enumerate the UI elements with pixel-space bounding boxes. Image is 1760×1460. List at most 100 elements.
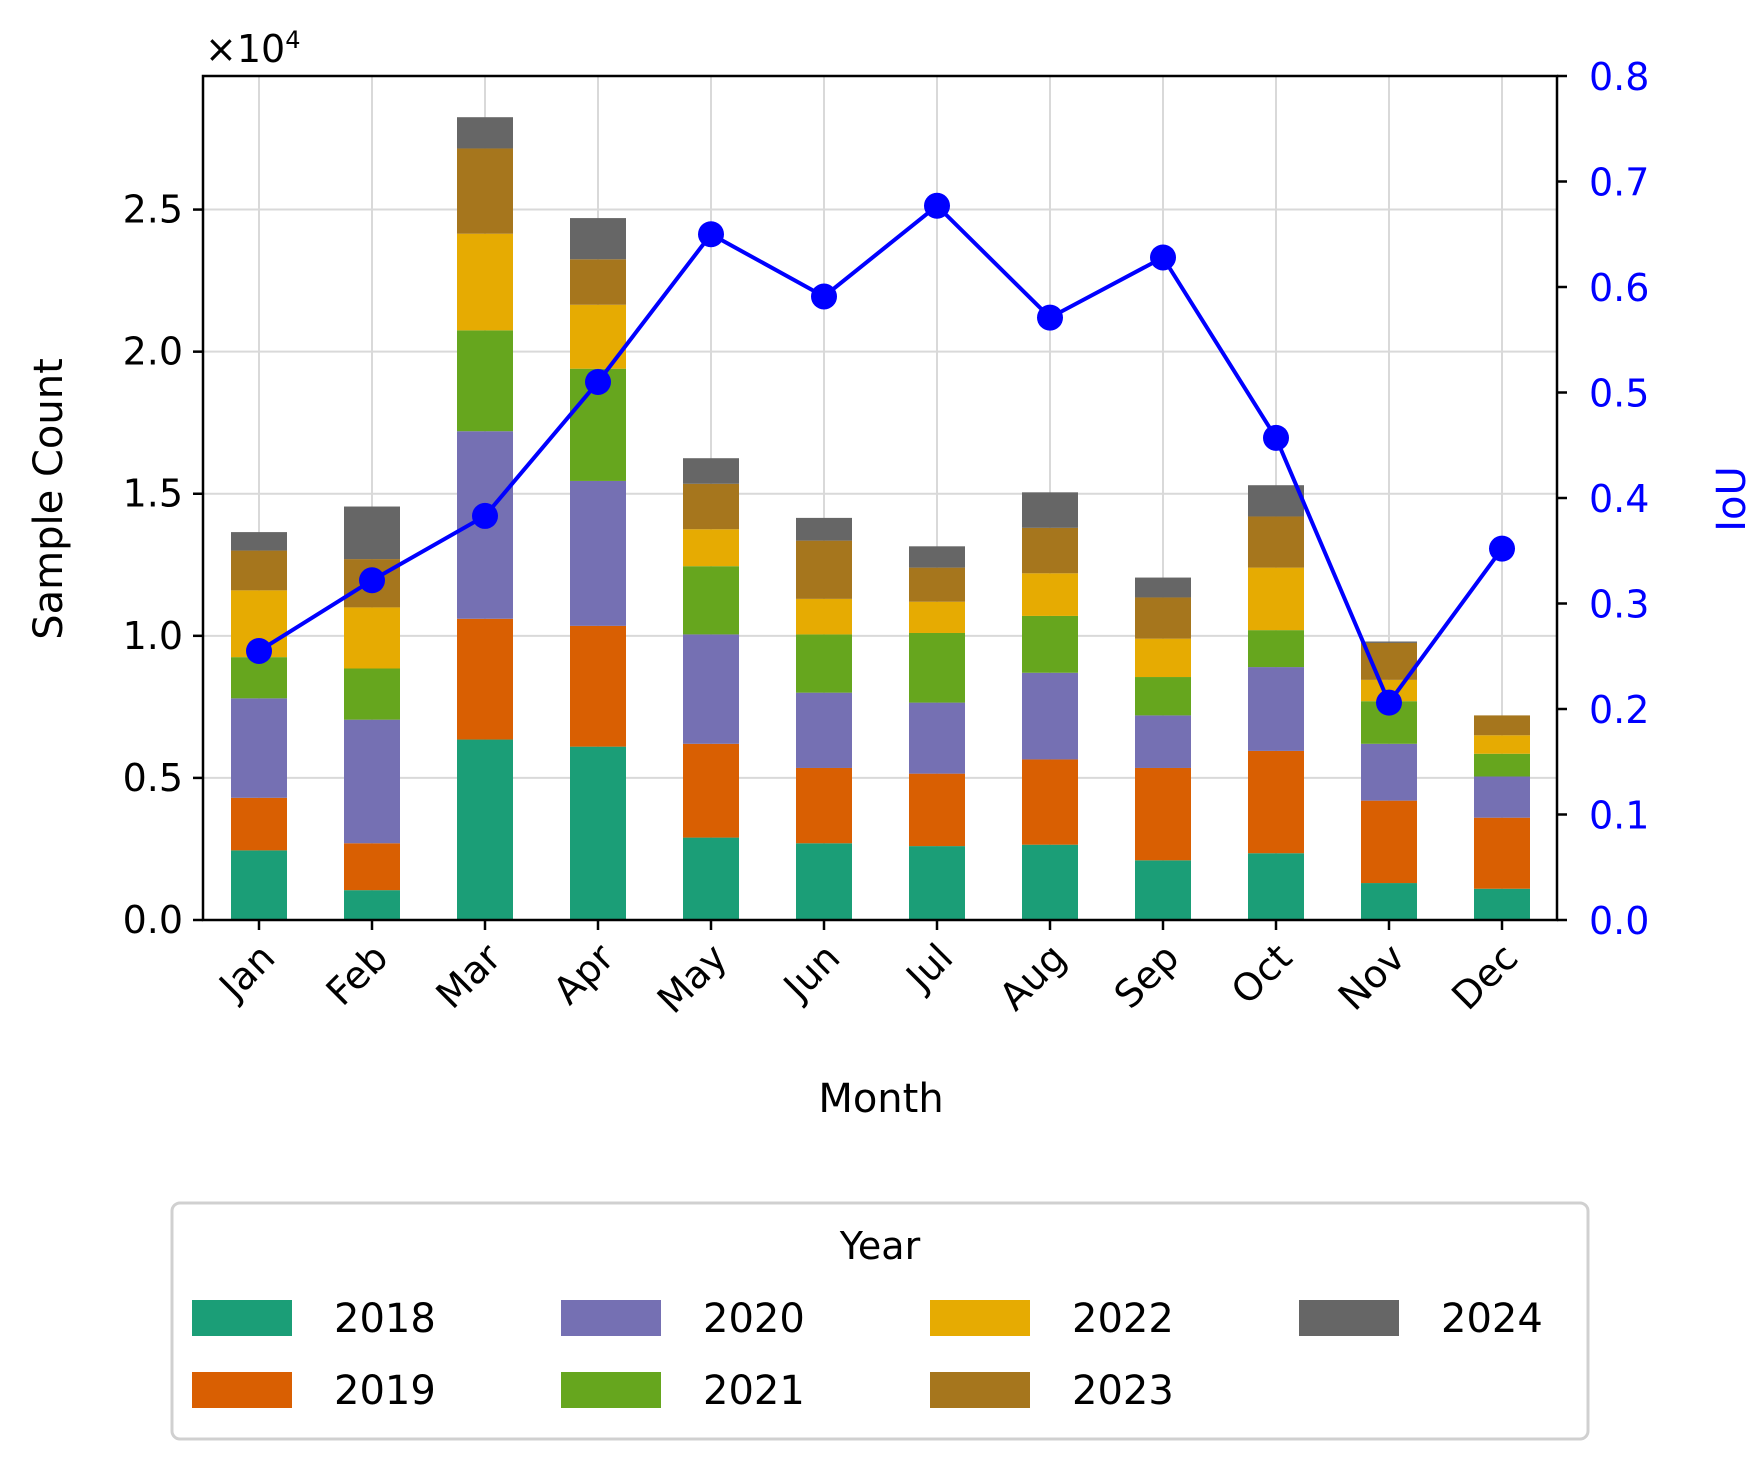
y2-tick-label: 0.2 (1589, 688, 1649, 732)
bar-2021-may (683, 566, 739, 635)
y-tick-label: 2.5 (123, 188, 183, 232)
bar-2022-feb (344, 607, 400, 669)
bar-2021-mar (457, 330, 513, 432)
x-tick-label-dec: Dec (1443, 935, 1526, 1018)
bar-2018-dec (1474, 888, 1530, 920)
bar-2020-dec (1474, 776, 1530, 818)
legend-swatch-2023 (930, 1372, 1030, 1408)
bar-2019-feb (344, 843, 400, 891)
bar-2024-feb (344, 506, 400, 560)
bar-2023-oct (1248, 516, 1304, 568)
bar-2024-sep (1135, 577, 1191, 598)
legend-items: 2018 2019 2020 2021 2022 2023 2024 (192, 1296, 1543, 1414)
y-tick-label: 1.5 (123, 472, 183, 516)
legend-swatch-2018 (192, 1300, 292, 1336)
axes (193, 74, 1567, 930)
iou-point-jun (811, 283, 837, 310)
legend-swatch-2022 (930, 1300, 1030, 1336)
bar-2022-sep (1135, 638, 1191, 678)
iou-line-series (246, 192, 1515, 716)
bar-2021-jan (231, 657, 287, 699)
bar-2020-jul (909, 702, 965, 774)
x-tick-label-jul: Jul (896, 935, 961, 1000)
bar-2018-jul (909, 846, 965, 920)
y-tick-label: 0.0 (123, 898, 183, 942)
x-tick-label-aug: Aug (991, 935, 1075, 1019)
x-tick-label-may: May (649, 935, 736, 1022)
bar-2024-mar (457, 117, 513, 149)
bar-2024-jan (231, 532, 287, 551)
x-tick-label-feb: Feb (318, 935, 397, 1014)
legend-swatch-2024 (1299, 1300, 1399, 1336)
bar-2021-sep (1135, 677, 1191, 716)
bar-2018-apr (570, 746, 626, 920)
bar-2019-aug (1022, 759, 1078, 845)
bar-2021-feb (344, 668, 400, 720)
x-tick-label-apr: Apr (545, 935, 623, 1013)
iou-point-aug (1037, 304, 1063, 331)
y-tick-label: 2.0 (123, 330, 183, 374)
iou-point-may (698, 221, 724, 248)
iou-line (257, 203, 1504, 707)
bar-2019-jul (909, 773, 965, 847)
bar-2019-nov (1361, 800, 1417, 884)
bar-2020-feb (344, 719, 400, 844)
legend-swatch-2020 (561, 1300, 661, 1336)
bar-2020-jun (796, 692, 852, 768)
x-tick-label-jun: Jun (774, 935, 849, 1010)
iou-point-nov (1376, 689, 1402, 716)
x-tick-label-oct: Oct (1223, 935, 1301, 1013)
bar-2021-dec (1474, 753, 1530, 777)
y2-tick-label: 0.3 (1589, 583, 1649, 627)
stacked-bars (231, 117, 1530, 920)
bar-2022-aug (1022, 573, 1078, 616)
bar-2023-jul (909, 567, 965, 602)
iou-point-jul (924, 192, 950, 219)
bar-2024-apr (570, 218, 626, 260)
y2-axis-title: IoU (1709, 466, 1755, 532)
bar-2018-sep (1135, 860, 1191, 920)
y2-tick-label: 0.8 (1589, 55, 1649, 99)
legend-label-2019: 2019 (334, 1368, 436, 1414)
bar-2018-mar (457, 739, 513, 920)
bar-2024-jun (796, 517, 852, 541)
legend-label-2024: 2024 (1441, 1296, 1543, 1342)
bar-2024-may (683, 458, 739, 484)
legend-label-2018: 2018 (334, 1296, 436, 1342)
bar-2019-jan (231, 797, 287, 851)
bar-2022-jul (909, 601, 965, 633)
y-tick-label: 1.0 (123, 614, 183, 658)
bar-2019-sep (1135, 767, 1191, 861)
legend-label-2023: 2023 (1072, 1368, 1174, 1414)
bar-2022-oct (1248, 567, 1304, 631)
bar-2024-jul (909, 546, 965, 568)
bar-2020-aug (1022, 672, 1078, 760)
x-tick-label-nov: Nov (1330, 935, 1414, 1019)
bar-2018-oct (1248, 853, 1304, 920)
bar-2019-mar (457, 618, 513, 740)
y2-tick-label: 0.5 (1589, 372, 1649, 416)
y-axis-title: Sample Count (26, 358, 72, 639)
iou-point-oct (1263, 424, 1289, 451)
bar-2023-mar (457, 148, 513, 234)
iou-point-feb (359, 567, 385, 594)
bar-2022-may (683, 529, 739, 567)
legend-title: Year (839, 1224, 921, 1268)
x-axis-title: Month (818, 1076, 943, 1122)
bar-2024-nov (1361, 641, 1417, 643)
bar-2019-jun (796, 767, 852, 844)
legend-label-2022: 2022 (1072, 1296, 1174, 1342)
bar-2018-jun (796, 843, 852, 920)
bar-2019-apr (570, 625, 626, 747)
bar-2021-oct (1248, 630, 1304, 668)
bar-2023-apr (570, 259, 626, 305)
legend: Year 2018 2019 2020 2021 2022 2023 2024 (170, 1201, 1590, 1441)
bar-2020-nov (1361, 743, 1417, 801)
x-tick-label-jan: Jan (209, 935, 283, 1009)
x-tick-label-sep: Sep (1106, 935, 1188, 1017)
iou-point-jan (246, 637, 272, 664)
bar-2020-oct (1248, 667, 1304, 751)
bar-2020-apr (570, 480, 626, 626)
legend-label-2020: 2020 (703, 1296, 805, 1342)
legend-swatch-2021 (561, 1372, 661, 1408)
